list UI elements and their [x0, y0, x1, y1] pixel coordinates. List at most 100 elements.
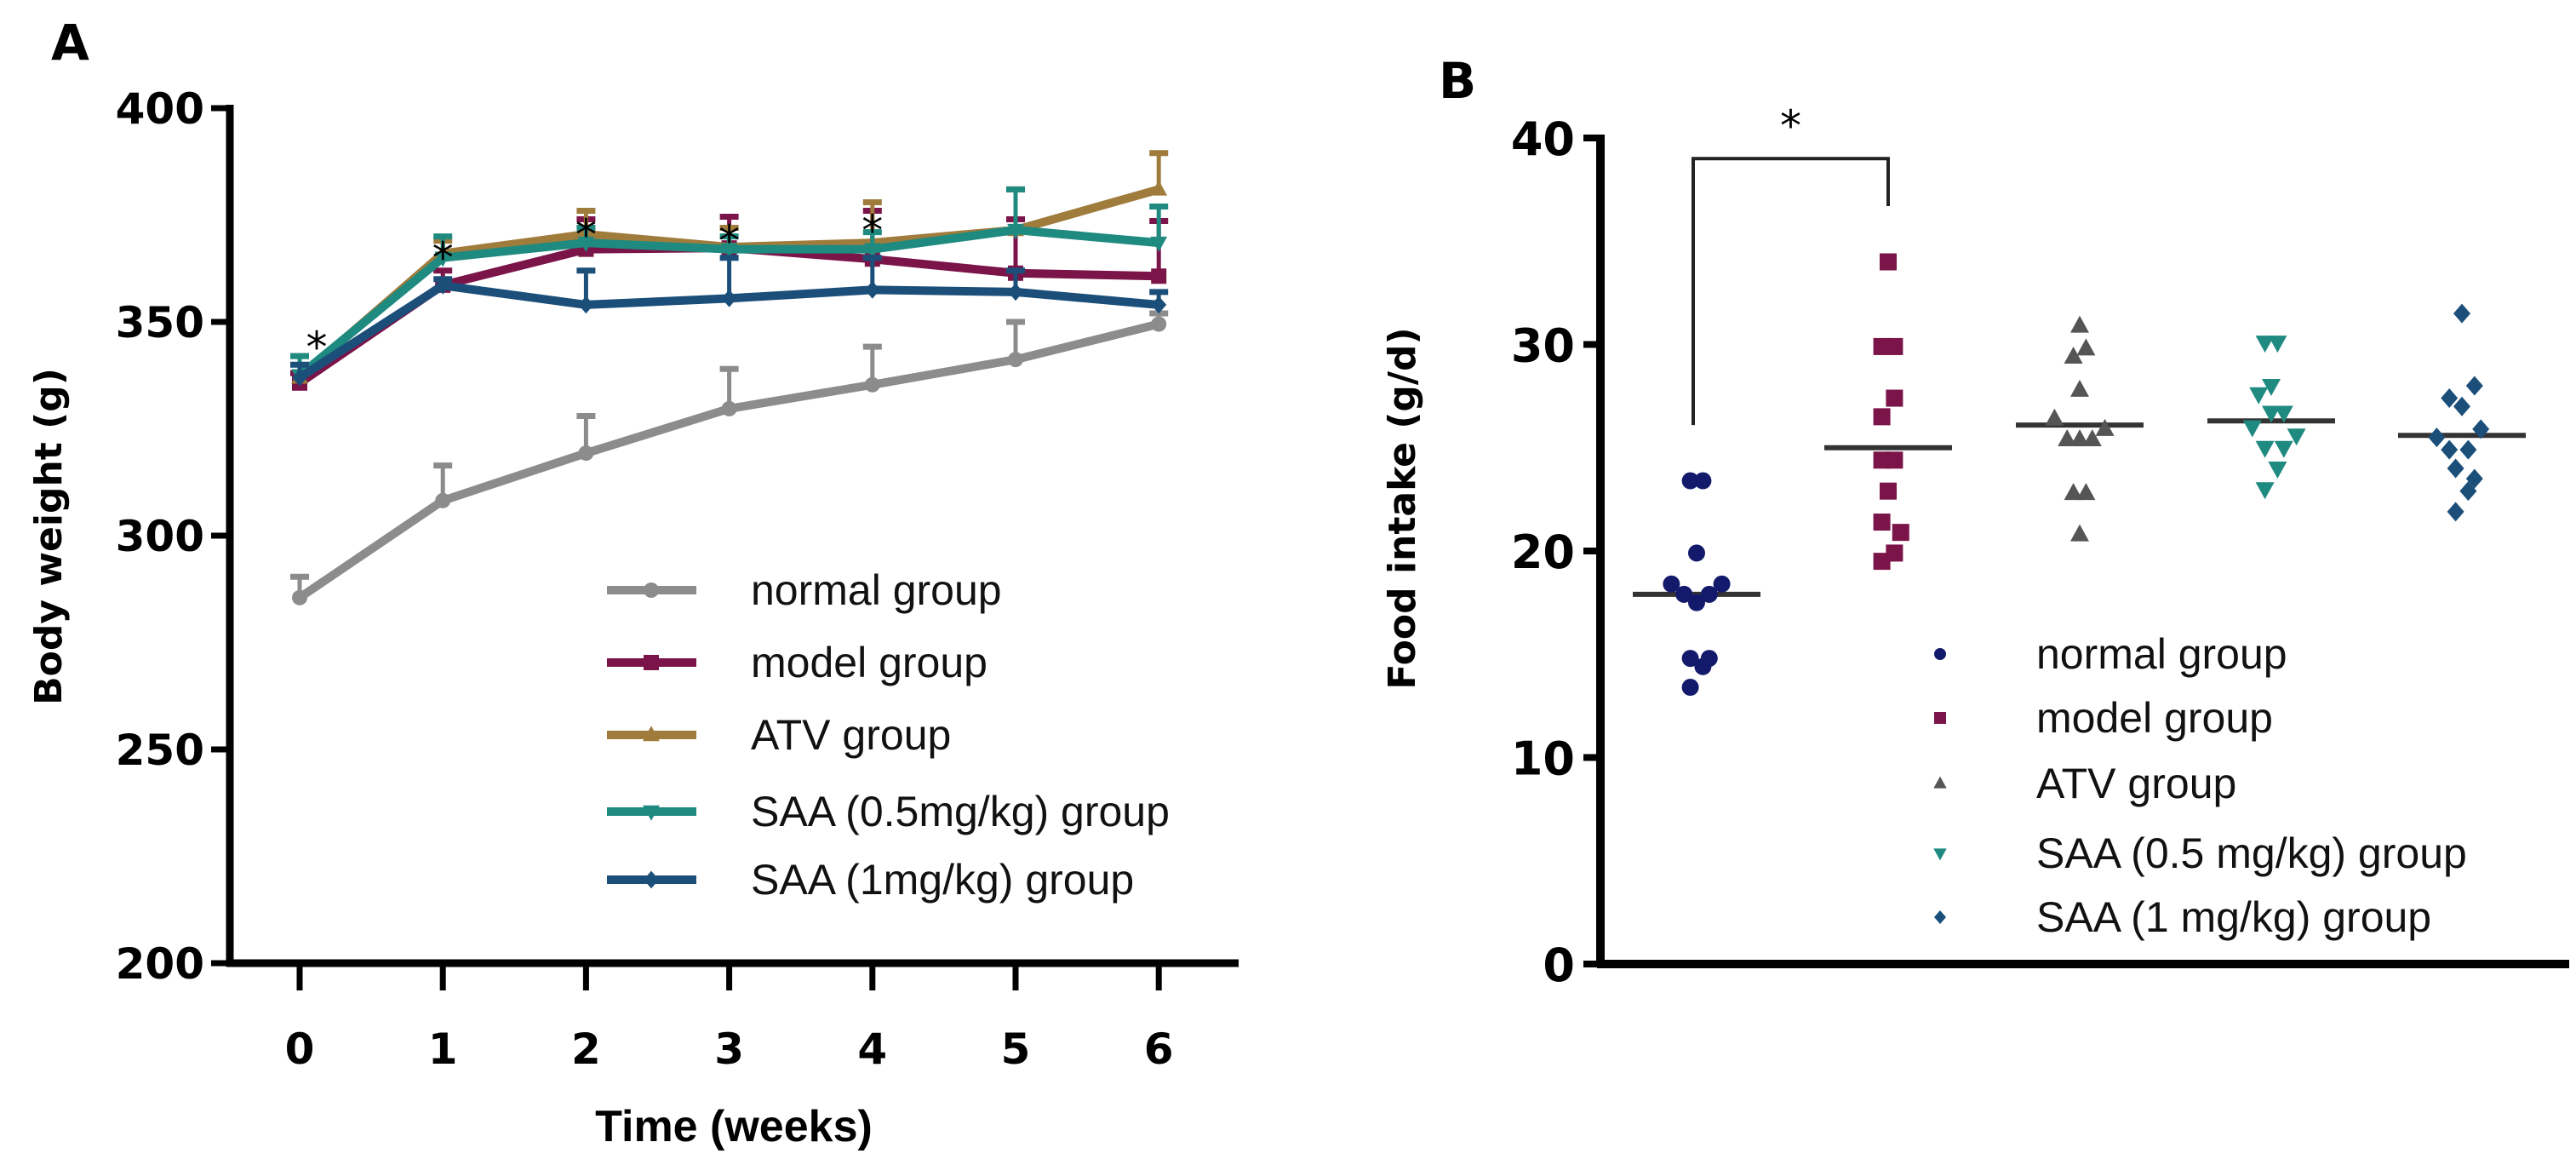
data-point [1694, 657, 1712, 675]
panel-a-y-axis-title: Body weight (g) [27, 368, 71, 705]
data-point [2070, 429, 2089, 447]
group-atv-group [2016, 315, 2144, 542]
legend-marker [1933, 776, 1947, 789]
data-point [863, 243, 881, 259]
series-normal-group [290, 310, 1169, 605]
panel-b-points [1633, 253, 2526, 697]
data-point [2262, 379, 2281, 396]
data-point [2070, 379, 2089, 397]
data-point [2249, 387, 2269, 405]
group-model-group [1824, 253, 1952, 571]
data-point [578, 296, 594, 314]
legend-marker [643, 805, 660, 821]
panel-a-annotations: * * * * * [306, 206, 884, 372]
data-point [721, 400, 737, 416]
y-tick-label: 250 [116, 726, 204, 775]
data-point [2447, 502, 2464, 522]
legend-item: SAA (1mg/kg) group [607, 856, 1134, 904]
panel-b-axes: 0 10 20 30 40 [1511, 112, 2569, 992]
legend-label: ATV group [751, 711, 951, 759]
data-point [2447, 458, 2464, 479]
data-point [1892, 524, 1909, 542]
series-saa-0-5mg-kg-group [290, 186, 1169, 385]
panel-b-food-intake-chart: B Food intake (g/d) 0 10 20 30 40 * normal g… [1381, 52, 2569, 992]
panel-a-series [290, 150, 1169, 605]
data-point [2262, 405, 2281, 423]
data-point [864, 281, 880, 299]
significance-asterisk: * [718, 216, 740, 266]
legend-item: normal group [1934, 630, 2287, 678]
panel-b-annotations: * [1692, 101, 1890, 426]
legend-item: SAA (0.5 mg/kg) group [1933, 829, 2467, 877]
legend-marker [1933, 848, 1947, 861]
panel-a-legend: normal group model group ATV group SAA (0.5… [607, 566, 1170, 904]
data-point [2255, 482, 2275, 500]
data-point [292, 368, 307, 387]
data-point [2095, 418, 2115, 436]
data-point [1886, 337, 1903, 355]
data-point [435, 492, 451, 508]
legend-marker [644, 582, 659, 598]
data-point [1008, 283, 1023, 301]
y-tick-label: 0 [1543, 938, 1575, 992]
x-tick-label: 2 [571, 1024, 601, 1074]
data-point [1681, 650, 1699, 668]
data-point [2459, 481, 2477, 502]
legend-marker [644, 870, 659, 889]
panel-b-letter: B [1439, 52, 1476, 110]
legend-label: normal group [2036, 630, 2287, 678]
data-point [2274, 405, 2293, 423]
data-point [435, 276, 451, 295]
data-point [2274, 440, 2293, 458]
data-point [2453, 396, 2470, 416]
data-point [2459, 439, 2477, 460]
legend-item: model group [607, 639, 987, 686]
data-point [1151, 296, 1167, 314]
y-tick-label: 40 [1511, 112, 1575, 166]
legend-label: SAA (1mg/kg) group [751, 856, 1134, 904]
legend-item: model group [1934, 694, 2273, 742]
data-point [578, 445, 594, 462]
y-tick-label: 300 [116, 512, 204, 561]
data-point [1886, 389, 1903, 407]
panel-a-x-axis-title: Time (weeks) [595, 1102, 873, 1151]
data-point [721, 290, 737, 307]
data-point [2064, 347, 2083, 364]
series-saa-1mg-kg-group [290, 255, 1169, 387]
data-point [1880, 482, 1897, 500]
data-point [720, 243, 738, 259]
data-point [2441, 439, 2459, 460]
legend-label: model group [751, 639, 987, 686]
data-point [1886, 451, 1903, 469]
data-point [2268, 336, 2287, 353]
data-point [2255, 440, 2275, 458]
data-point [1873, 514, 1891, 531]
data-point [2453, 303, 2470, 324]
data-point [2064, 483, 2083, 501]
y-tick-label: 350 [116, 298, 204, 347]
legend-item: SAA (0.5mg/kg) group [607, 788, 1170, 835]
x-tick-label: 3 [714, 1024, 744, 1074]
data-point [434, 251, 452, 267]
legend-label: SAA (0.5 mg/kg) group [2036, 829, 2467, 877]
data-point [1681, 679, 1699, 697]
legend-label: ATV group [2036, 760, 2236, 807]
panel-a-body-weight-chart: A Body weight (g) Time (weeks) 200250300… [27, 14, 1239, 1151]
data-point [2076, 338, 2096, 356]
data-point [2441, 388, 2459, 409]
x-tick-label: 6 [1144, 1024, 1174, 1074]
x-tick-label: 0 [285, 1024, 315, 1074]
significance-asterisk: * [862, 206, 883, 255]
y-tick-label: 400 [116, 84, 204, 134]
y-tick-label: 30 [1511, 319, 1575, 373]
data-point [1008, 352, 1023, 368]
data-point [2070, 315, 2089, 333]
panel-a-axes: 200 250 300 350 400 0 1 2 3 4 5 6 [116, 84, 1239, 1074]
legend-item: SAA (1 mg/kg) group [1934, 893, 2431, 941]
legend-label: SAA (0.5mg/kg) group [751, 788, 1170, 835]
data-point [1873, 408, 1891, 426]
significance-asterisk: * [1780, 101, 1801, 151]
data-point [1675, 585, 1693, 603]
y-tick-label: 10 [1511, 732, 1575, 786]
